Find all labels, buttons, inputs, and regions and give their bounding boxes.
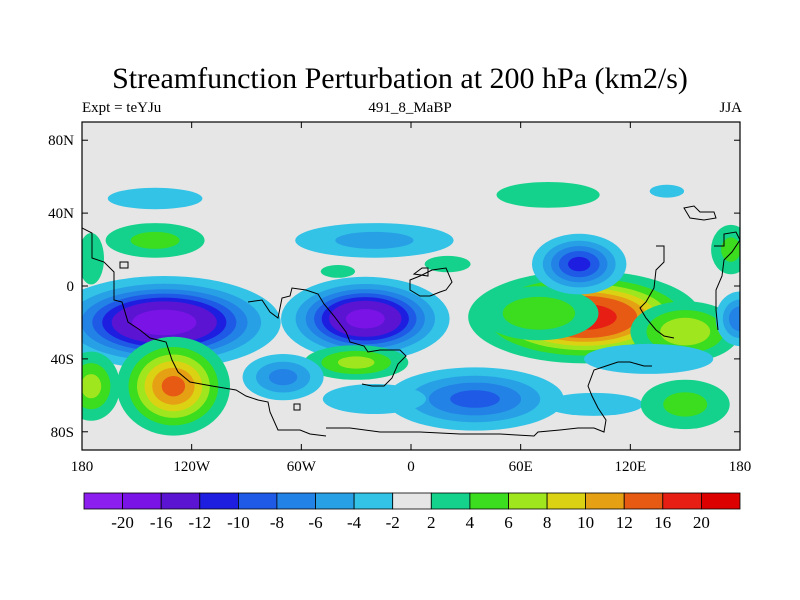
contour-band (424, 255, 471, 273)
contour-band (130, 231, 180, 249)
contour-band (568, 256, 591, 272)
contour-band (337, 356, 375, 369)
contour-band (728, 306, 740, 332)
contour-band (663, 392, 708, 417)
colorbar-label: 16 (654, 513, 671, 532)
contour-band (268, 369, 298, 386)
lat-tick-label: 40N (48, 206, 74, 222)
contour-band (82, 374, 102, 399)
colorbar-label: -6 (308, 513, 322, 532)
lat-tick-label: 0 (67, 279, 75, 295)
colorbar-swatch (160, 492, 201, 510)
coastline-island-2 (293, 403, 301, 411)
contour-band (584, 343, 714, 374)
axis-ticks: 180 120W 60W 0 60E 120E 180 80N 40N 0 40S 80S (48, 122, 751, 475)
colorbar-label: -4 (347, 513, 362, 532)
colorbar-label: 2 (427, 513, 436, 532)
season-label: JJA (719, 100, 742, 116)
coastline-americas (82, 227, 327, 437)
coastline-south-america (247, 287, 407, 387)
plot-title: Streamfunction Perturbation at 200 hPa (… (112, 62, 688, 95)
lat-tick-label: 40S (51, 352, 74, 368)
colorbar-swatch (237, 492, 278, 510)
colorbar-label: -12 (188, 513, 211, 532)
colorbar-label: 10 (577, 513, 594, 532)
coastline-layer (82, 205, 740, 437)
colorbar-swatch (122, 492, 162, 510)
experiment-label: Expt = teYJu (82, 100, 162, 116)
contour-band (345, 309, 385, 329)
colorbar-label: 8 (543, 513, 552, 532)
contour-band (335, 231, 414, 249)
colorbar-label: -20 (111, 513, 134, 532)
colorbar-swatch (662, 492, 702, 510)
run-label: 491_8_MaBP (368, 100, 452, 116)
lon-tick-label: 60W (287, 459, 317, 475)
lat-tick-label: 80S (51, 425, 74, 441)
colorbar-swatch (392, 492, 432, 510)
contour-fill-layer (82, 182, 740, 436)
contour-band (544, 392, 644, 416)
colorbar-label: 4 (466, 513, 475, 532)
colorbar-label: 6 (504, 513, 513, 532)
colorbar-swatch (623, 492, 664, 510)
lon-tick-label: 180 (71, 459, 94, 475)
lon-tick-label: 180 (729, 459, 752, 475)
contour-band (322, 384, 426, 414)
coastline-east-asia (683, 205, 717, 221)
colorbar-label: -10 (227, 513, 250, 532)
contour-band (320, 265, 356, 278)
colorbar-swatch (199, 492, 239, 510)
lon-tick-label: 0 (407, 459, 415, 475)
coastline-pacific-rim (714, 231, 740, 331)
contour-band (161, 376, 186, 397)
coastline-island (119, 261, 129, 269)
colorbar-swatch (276, 492, 316, 510)
colorbar-swatch (353, 492, 394, 510)
contour-band (502, 296, 576, 330)
lon-tick-label: 120W (173, 459, 211, 475)
colorbar-label: -16 (150, 513, 173, 532)
coastline-asia (639, 245, 675, 339)
colorbar-label: -8 (270, 513, 284, 532)
colorbar-swatch (701, 492, 741, 510)
colorbar-label: 12 (616, 513, 633, 532)
lon-tick-label: 60E (509, 459, 533, 475)
lat-tick-label: 80N (48, 133, 74, 149)
contour-band (450, 390, 500, 408)
contour-band (660, 317, 711, 346)
colorbar-swatch (508, 492, 548, 510)
colorbar: -20 -16 -12 -10 -8 -6 -4 -2 2 4 6 8 10 12 16 20 (83, 492, 741, 532)
contour-band (107, 187, 203, 210)
colorbar-swatch (469, 492, 509, 510)
contour-band (721, 237, 740, 262)
colorbar-swatch (585, 492, 625, 510)
contour-band (496, 182, 600, 208)
colorbar-swatch (315, 492, 355, 510)
contour-band (132, 309, 197, 336)
contour-band (649, 184, 685, 198)
colorbar-label: -2 (386, 513, 400, 532)
colorbar-swatch (83, 492, 123, 510)
coastline-island-3 (412, 267, 429, 277)
colorbar-swatch (430, 492, 471, 510)
colorbar-swatch (546, 492, 587, 510)
coastline-antarctica (326, 361, 652, 437)
colorbar-label: 20 (693, 513, 710, 532)
lon-tick-label: 120E (614, 459, 646, 475)
